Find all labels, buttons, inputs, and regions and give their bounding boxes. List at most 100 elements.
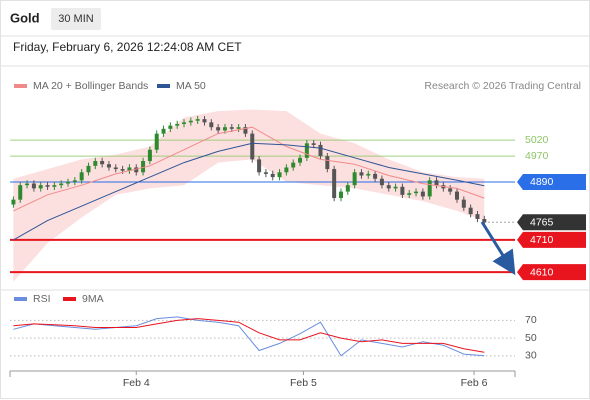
candle-body	[31, 183, 36, 189]
y-tick-label: 30	[525, 350, 537, 362]
candle-body	[134, 167, 139, 173]
candle-body	[168, 125, 173, 129]
indicator-line	[13, 318, 485, 353]
candle-body	[216, 127, 221, 131]
level-box	[517, 214, 586, 231]
level-label: 4710	[530, 234, 554, 246]
candle-body	[147, 149, 152, 162]
candle-body	[379, 178, 384, 186]
moving-average	[13, 142, 485, 241]
candle-body	[113, 167, 118, 170]
interval-button[interactable]	[51, 8, 101, 30]
candle-body	[45, 185, 50, 187]
candle-body	[407, 193, 412, 195]
legend-label: RSI	[33, 293, 51, 305]
candle-body	[427, 180, 432, 197]
candle-body	[414, 191, 419, 194]
candle-body	[229, 127, 234, 129]
candle-body	[270, 173, 275, 178]
candle-body	[175, 123, 180, 126]
candle-body	[250, 133, 255, 160]
credit: Research © 2026 Trading Central	[424, 80, 581, 92]
candle-body	[120, 169, 125, 171]
candle-body	[38, 185, 43, 189]
symbol: Gold	[10, 10, 40, 25]
y-tick-label: 70	[525, 314, 537, 326]
candle-body	[100, 161, 105, 165]
candle-body	[338, 191, 343, 199]
candle-body	[359, 172, 364, 176]
candle-body	[257, 159, 262, 173]
candle-body	[202, 119, 207, 123]
main-layer	[11, 115, 487, 241]
level-box	[517, 231, 586, 248]
candle-body	[311, 143, 316, 145]
candle-body	[93, 161, 98, 166]
x-tick-label: Feb 4	[123, 377, 150, 389]
candle-body	[188, 120, 193, 123]
candle-body	[352, 172, 357, 186]
level-box	[517, 264, 586, 281]
candle-body	[318, 144, 323, 157]
candle-body	[454, 191, 459, 200]
candle-body	[161, 128, 166, 134]
candle-body	[468, 207, 473, 215]
candle-body	[420, 191, 425, 197]
candle-body	[461, 199, 466, 208]
legend-label: MA 20 + Bollinger Bands	[33, 80, 148, 92]
candle-body	[106, 164, 111, 168]
indicator-line	[13, 316, 485, 357]
x-tick-label: Feb 6	[461, 377, 488, 389]
level-label: 4970	[525, 150, 549, 162]
candle-body	[298, 157, 303, 163]
candle-body	[386, 185, 391, 189]
candle-body	[18, 185, 23, 200]
level-label: 4610	[530, 266, 554, 278]
candle-body	[482, 218, 487, 223]
candle-body	[366, 173, 371, 176]
timestamp: Friday, February 6, 2026 12:24:08 AM CET	[13, 40, 242, 54]
candle-body	[52, 185, 57, 187]
candle-body	[291, 162, 296, 168]
level-label: 5020	[525, 134, 549, 146]
candle-body	[304, 143, 309, 158]
legend-label: 9MA	[82, 293, 104, 305]
legend-label: MA 50	[176, 80, 206, 92]
candle-body	[127, 167, 132, 171]
candle-body	[66, 181, 71, 184]
candle-body	[59, 183, 64, 186]
forecast-arrow	[480, 221, 516, 276]
candle-body	[79, 172, 84, 181]
candle-body	[72, 180, 77, 182]
candle-body	[86, 165, 91, 173]
candle-body	[277, 172, 282, 178]
x-tick-label: Feb 5	[290, 377, 317, 389]
candle-body	[209, 122, 214, 128]
candle-body	[182, 122, 187, 124]
candle-body	[345, 185, 350, 192]
band-layer	[10, 109, 515, 282]
candle-body	[475, 214, 480, 219]
candle-body	[25, 183, 30, 186]
candle-body	[141, 161, 146, 173]
candle-body	[332, 169, 337, 199]
candle-body	[195, 119, 200, 121]
bollinger-band	[13, 109, 485, 282]
level-label: 4890	[530, 176, 554, 188]
candle-body	[400, 186, 405, 195]
level-label: 4765	[530, 216, 554, 228]
candle-body	[263, 172, 268, 174]
y-tick-label: 50	[525, 332, 537, 344]
candle-body	[11, 199, 16, 205]
candle-body	[373, 173, 378, 179]
interval-label[interactable]: 30 MIN	[58, 13, 94, 25]
candle-body	[448, 188, 453, 192]
candle-body	[154, 133, 159, 150]
candle-body	[236, 127, 241, 129]
candle-body	[434, 180, 439, 186]
level-box	[517, 173, 586, 190]
candle-body	[393, 186, 398, 189]
candle-body	[243, 127, 248, 134]
